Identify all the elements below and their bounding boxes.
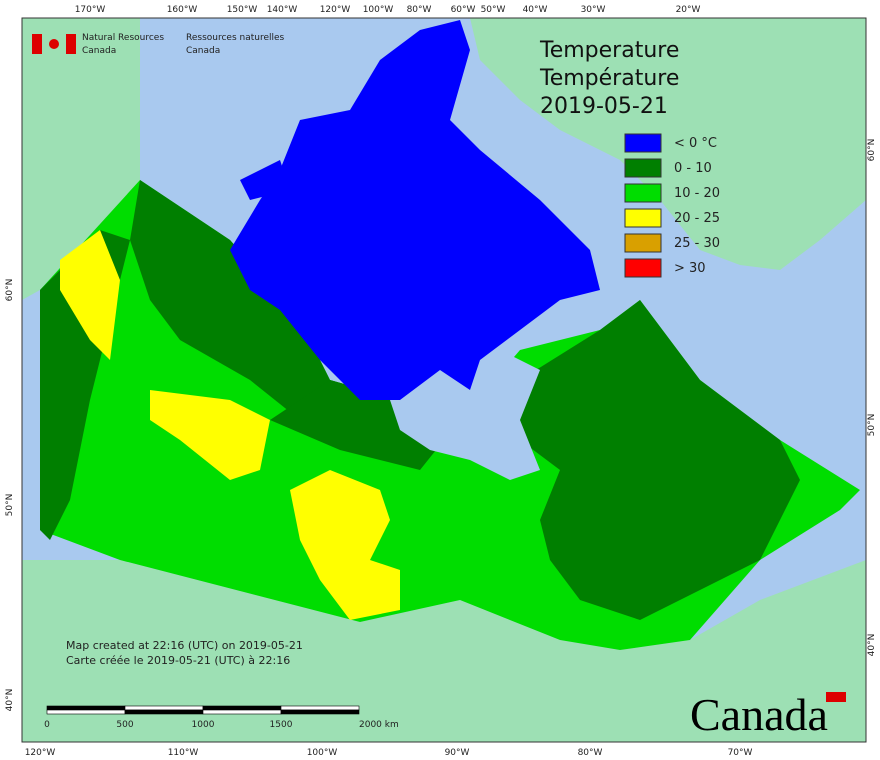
- scale-label: 500: [116, 720, 133, 730]
- legend-swatch: [624, 208, 662, 228]
- agency-en: Natural Resources: [82, 33, 164, 43]
- flag-bar: [66, 34, 76, 54]
- title: Temperature: [539, 38, 679, 63]
- united-states: [22, 560, 866, 742]
- scale-segment: [46, 709, 126, 715]
- scale-segment: [46, 705, 126, 711]
- region-20-25: [60, 230, 120, 360]
- graticule-label: 40°W: [523, 5, 548, 15]
- note: Map created at 22:16 (UTC) on 2019-05-21: [66, 639, 303, 652]
- nrcan-logo: [32, 34, 76, 54]
- graticule-label: 80°W: [407, 5, 432, 15]
- legend-swatch: [624, 258, 662, 278]
- legend-label: < 0 °C: [674, 136, 717, 151]
- scale-segment: [124, 705, 204, 711]
- region-20-25: [150, 390, 270, 480]
- graticule-label: 40°N: [867, 634, 877, 657]
- scale-segment: [202, 709, 282, 715]
- legend-label: 0 - 10: [674, 161, 712, 176]
- scale-label: 0: [44, 720, 50, 730]
- graticule-label: 120°W: [25, 748, 56, 758]
- scale-segment: [280, 705, 360, 711]
- scale-label: 1500: [270, 720, 293, 730]
- legend-label: 20 - 25: [674, 211, 720, 226]
- graticule-label: 40°N: [5, 689, 15, 712]
- legend-swatch: [624, 133, 662, 153]
- graticule-label: 80°W: [578, 748, 603, 758]
- legend-label: 25 - 30: [674, 236, 720, 251]
- graticule-label: 50°N: [5, 494, 15, 517]
- graticule-label: 20°W: [676, 5, 701, 15]
- graticule-label: 100°W: [363, 5, 394, 15]
- region-20-25: [290, 470, 400, 620]
- graticule-label: 160°W: [167, 5, 198, 15]
- flag-bar: [32, 34, 42, 54]
- graticule-label: 150°W: [227, 5, 258, 15]
- graticule-label: 70°W: [728, 748, 753, 758]
- agency-fr: Ressources naturelles: [186, 33, 285, 43]
- region-0-10: [130, 180, 400, 430]
- legend-swatch: [624, 183, 662, 203]
- scale-segment: [124, 709, 204, 715]
- legend-label: 10 - 20: [674, 186, 720, 201]
- graticule-label: 60°N: [867, 139, 877, 162]
- legend-label: > 30: [674, 261, 706, 276]
- graticule-label: 90°W: [445, 748, 470, 758]
- graticule-label: 60°W: [451, 5, 476, 15]
- wordmark: Canada: [690, 689, 828, 740]
- legend-swatch: [624, 158, 662, 178]
- graticule-label: 140°W: [267, 5, 298, 15]
- graticule-label: 30°W: [581, 5, 606, 15]
- agency-en: Canada: [82, 46, 116, 56]
- scale-label: 2000 km: [359, 720, 399, 730]
- region-below-0: [230, 20, 600, 400]
- scale-label: 1000: [192, 720, 215, 730]
- region-0-10: [520, 300, 800, 620]
- graticule-label: 50°N: [867, 414, 877, 437]
- wordmark-flag: [826, 692, 846, 702]
- frame: [21, 17, 867, 743]
- graticule-label: 100°W: [307, 748, 338, 758]
- scale-segment: [280, 709, 360, 715]
- graticule-label: 120°W: [320, 5, 351, 15]
- hudson-bay: [390, 350, 540, 480]
- agency-fr: Canada: [186, 46, 220, 56]
- graticule-label: 50°W: [481, 5, 506, 15]
- date: 2019-05-21: [540, 94, 668, 119]
- legend-swatch: [624, 233, 662, 253]
- title: Température: [539, 66, 679, 91]
- graticule-label: 110°W: [168, 748, 199, 758]
- greenland: [470, 18, 866, 270]
- note: Carte créée le 2019-05-21 (UTC) à 22:16: [66, 654, 290, 667]
- graticule-label: 170°W: [75, 5, 106, 15]
- maple-leaf: [49, 39, 59, 49]
- graticule-label: 60°N: [5, 279, 15, 302]
- region-below-0: [240, 160, 290, 200]
- alaska: [22, 18, 140, 300]
- scale-segment: [202, 705, 282, 711]
